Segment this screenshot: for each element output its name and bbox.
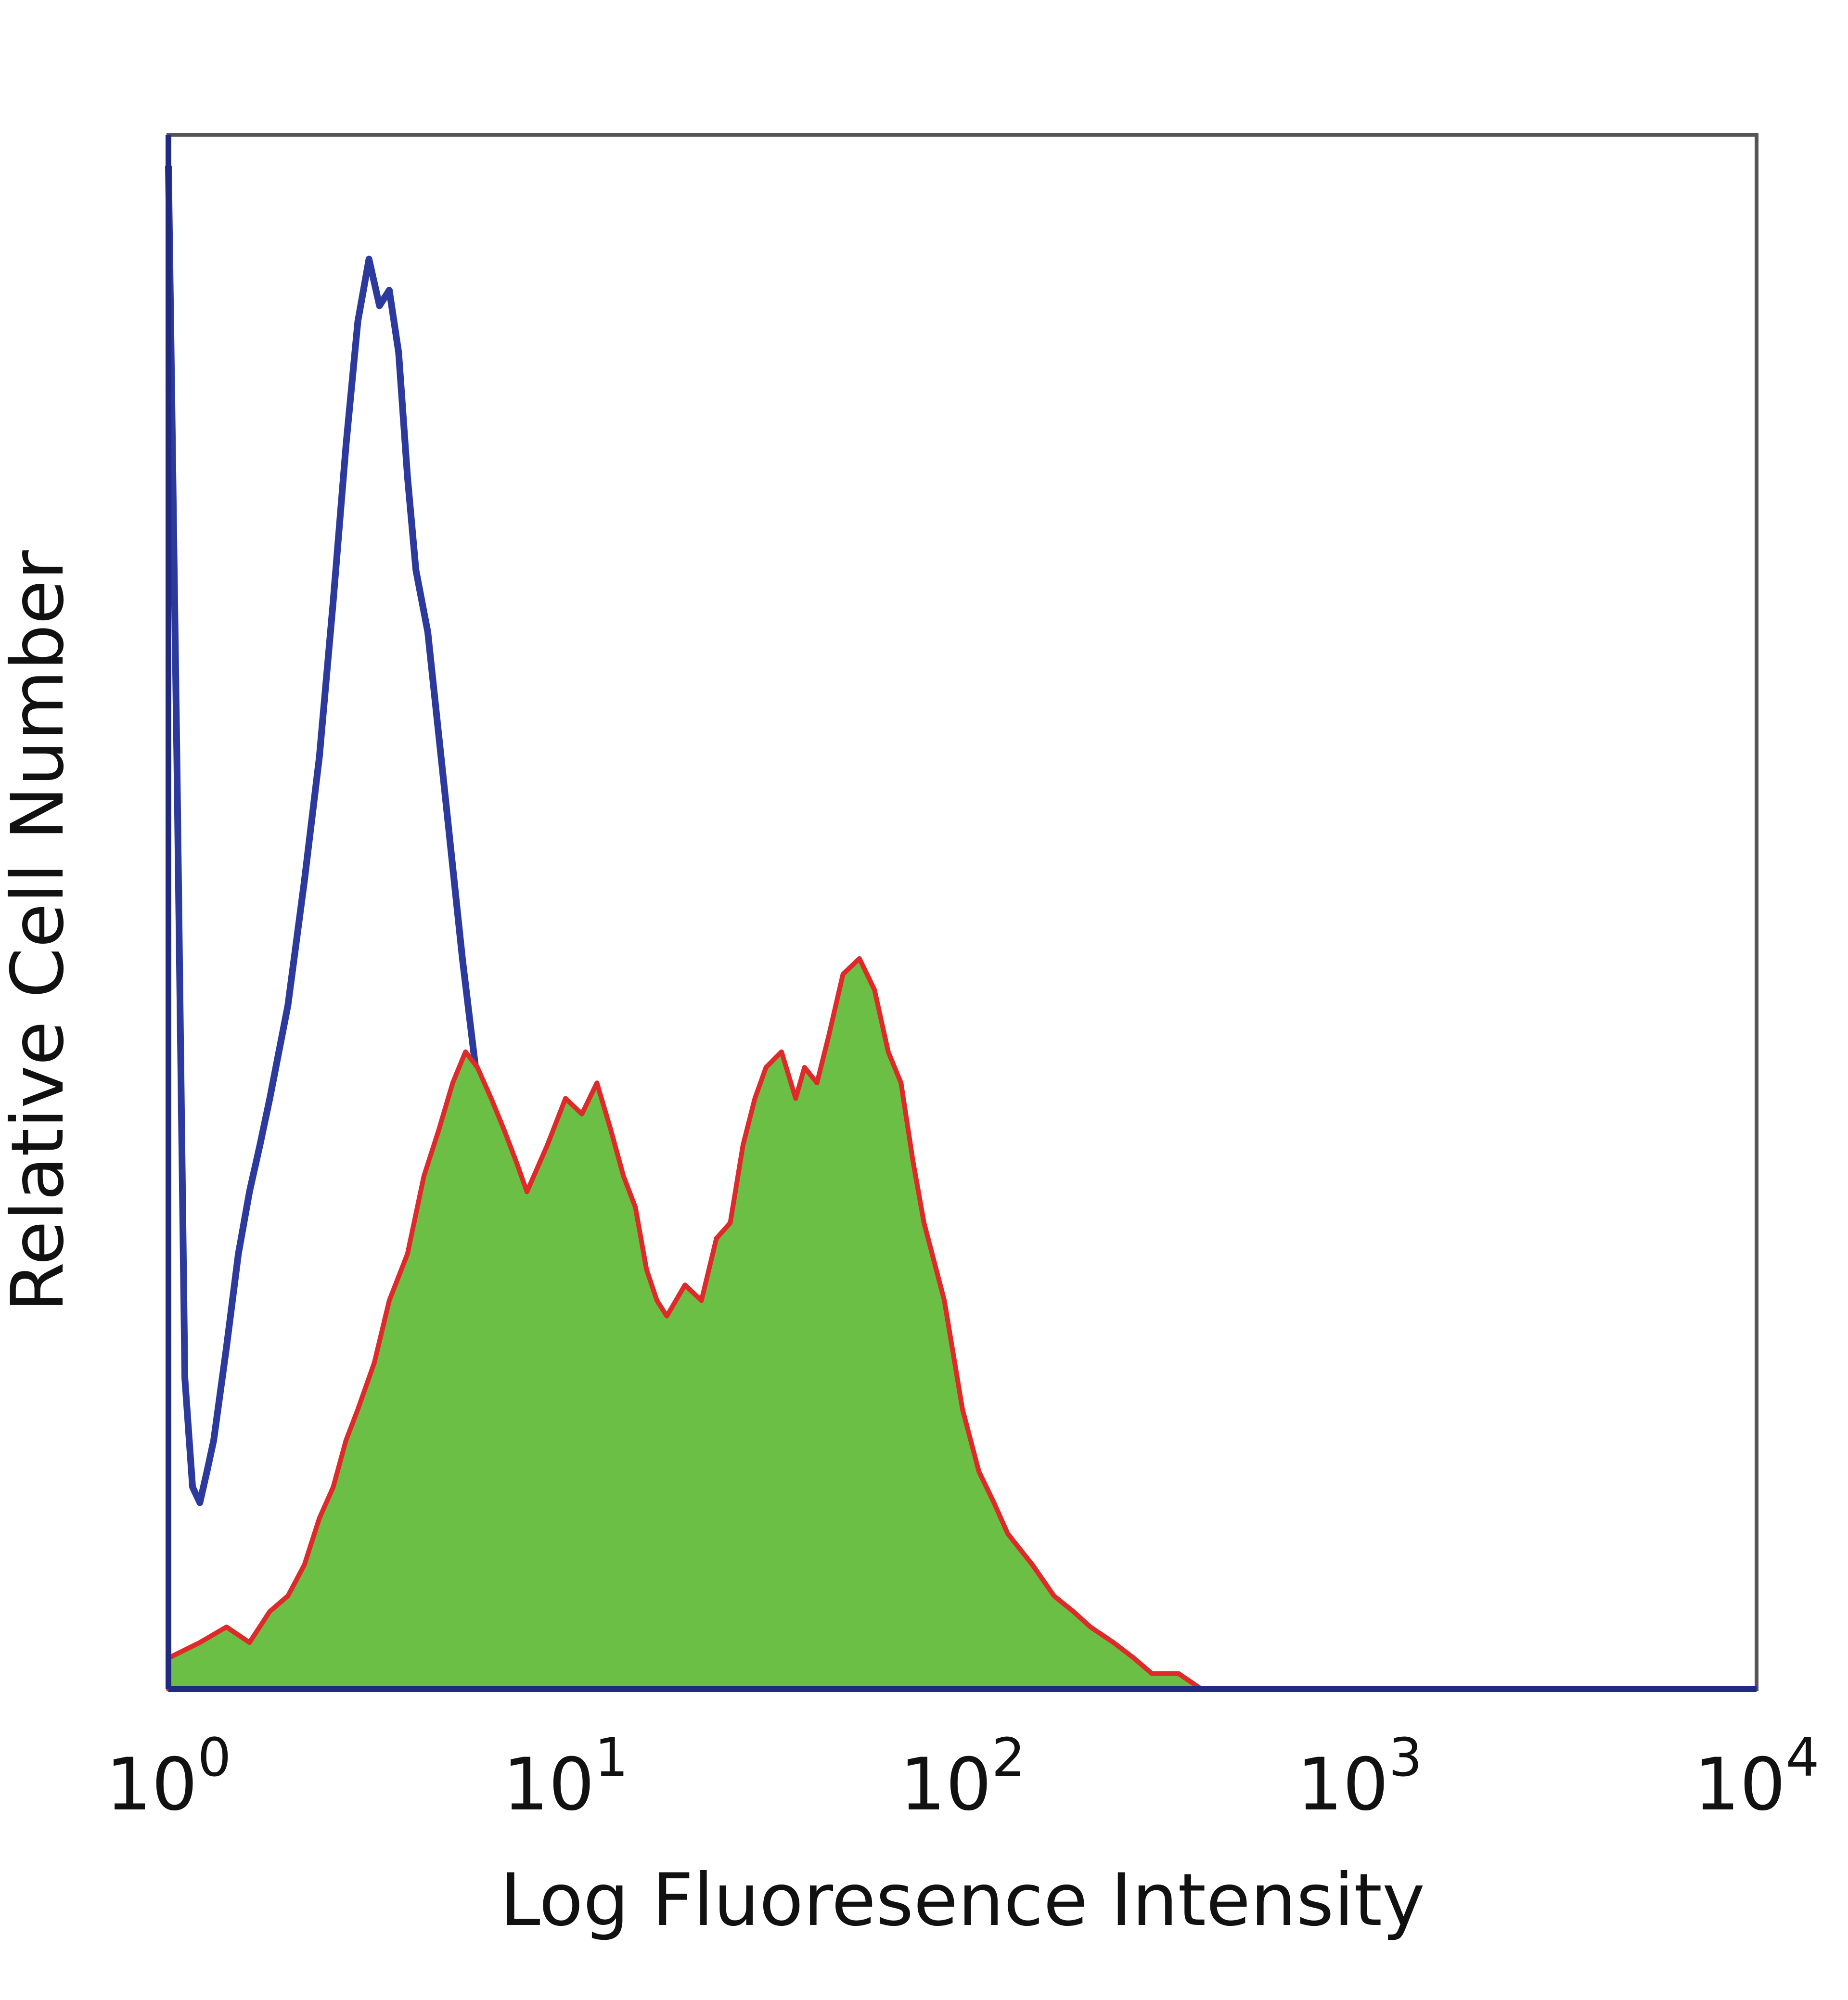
x-tick-label-0: 100 xyxy=(106,1727,231,1827)
x-tick-label-3: 103 xyxy=(1297,1727,1423,1827)
x-tick-labels: 100 101 102 103 104 xyxy=(106,1727,1820,1827)
x-tick-label-4: 104 xyxy=(1694,1727,1820,1827)
x-tick-label-1: 101 xyxy=(503,1727,629,1827)
y-axis-label: Relative Cell Number xyxy=(0,550,80,1312)
histogram-fill-series-1 xyxy=(166,956,1204,1692)
x-tick-label-2: 102 xyxy=(900,1727,1026,1827)
x-axis-label: Log Fluoresence Intensity xyxy=(500,1859,1425,1942)
plot-area xyxy=(165,133,1758,1692)
